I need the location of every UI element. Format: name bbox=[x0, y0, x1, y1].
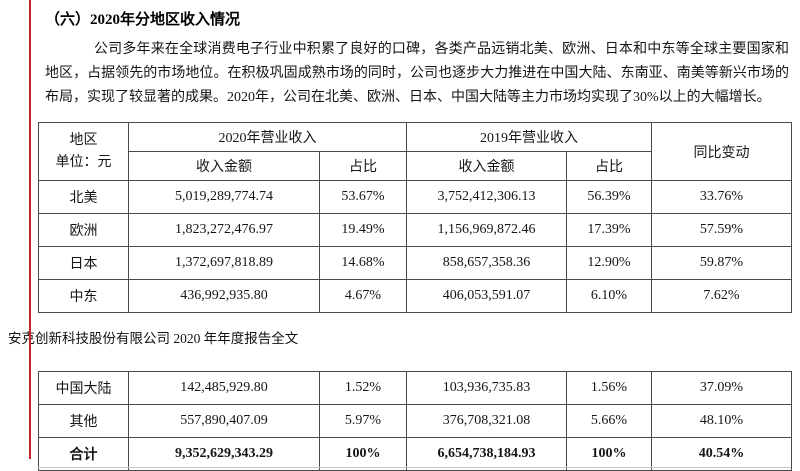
cell-amount-header-2020: 收入金额 bbox=[128, 151, 320, 181]
table-row: 其他 557,890,407.09 5.97% 376,708,321.08 5… bbox=[38, 404, 792, 438]
cell-yoy: 37.09% bbox=[651, 371, 792, 405]
cell-amount-2019: 103,936,735.83 bbox=[406, 371, 567, 405]
cell-yoy: 40.54% bbox=[651, 437, 792, 471]
cell-amount-2019: 376,708,321.08 bbox=[406, 404, 567, 438]
cell-amount-2019: 858,657,358.36 bbox=[406, 246, 567, 280]
cell-amount-2020: 436,992,935.80 bbox=[128, 279, 320, 313]
cell-ratio-2019: 12.90% bbox=[566, 246, 652, 280]
table-row: 北美 5,019,289,774.74 53.67% 3,752,412,306… bbox=[38, 180, 792, 214]
cell-year-2020-header: 2020年营业收入 bbox=[128, 122, 407, 152]
cell-region: 其他 bbox=[38, 404, 129, 438]
table-header-row-1: 地区 单位：元 2020年营业收入 2019年营业收入 同比变动 bbox=[38, 122, 792, 181]
page-break-gap bbox=[38, 347, 792, 371]
table-row: 中国大陆 142,485,929.80 1.52% 103,936,735.83… bbox=[38, 371, 792, 405]
left-margin-red-line bbox=[29, 0, 31, 459]
cell-ratio-2020: 4.67% bbox=[319, 279, 407, 313]
cell-region: 欧洲 bbox=[38, 213, 129, 247]
table-total-row: 合计 9,352,629,343.29 100% 6,654,738,184.9… bbox=[38, 437, 792, 471]
cell-ratio-2019: 6.10% bbox=[566, 279, 652, 313]
table-row: 中东 436,992,935.80 4.67% 406,053,591.07 6… bbox=[38, 279, 792, 313]
cell-ratio-2020: 100% bbox=[319, 437, 407, 471]
table-header-row-2: 收入金额 占比 收入金额 占比 bbox=[39, 151, 792, 181]
cell-amount-2019: 6,654,738,184.93 bbox=[406, 437, 567, 471]
cell-ratio-2020: 19.49% bbox=[319, 213, 407, 247]
table-row: 欧洲 1,823,272,476.97 19.49% 1,156,969,872… bbox=[38, 213, 792, 247]
intro-paragraph: 公司多年来在全球消费电子行业中积累了良好的口碑，各类产品远销北美、欧洲、日本和中… bbox=[45, 42, 789, 105]
cell-region: 北美 bbox=[38, 180, 129, 214]
cell-amount-2020: 1,823,272,476.97 bbox=[128, 213, 320, 247]
cell-ratio-2019: 17.39% bbox=[566, 213, 652, 247]
cell-year-2019-header: 2019年营业收入 bbox=[406, 122, 652, 152]
table-row: 日本 1,372,697,818.89 14.68% 858,657,358.3… bbox=[38, 246, 792, 280]
cell-amount-2019: 1,156,969,872.46 bbox=[406, 213, 567, 247]
cell-region: 日本 bbox=[38, 246, 129, 280]
cell-ratio-2020: 53.67% bbox=[319, 180, 407, 214]
cell-ratio-2019: 100% bbox=[566, 437, 652, 471]
cell-yoy: 48.10% bbox=[651, 404, 792, 438]
cell-yoy-header: 同比变动 bbox=[651, 122, 792, 181]
unit-label: 单位：元 bbox=[55, 154, 112, 170]
revenue-table-bottom: 中国大陆 142,485,929.80 1.52% 103,936,735.83… bbox=[38, 371, 792, 471]
cell-ratio-2019: 56.39% bbox=[566, 180, 652, 214]
cell-ratio-2020: 14.68% bbox=[319, 246, 407, 280]
cell-yoy: 59.87% bbox=[651, 246, 792, 280]
section-title: （六）2020年分地区收入情况 bbox=[45, 12, 241, 28]
cell-amount-2020: 1,372,697,818.89 bbox=[128, 246, 320, 280]
cell-amount-2020: 142,485,929.80 bbox=[128, 371, 320, 405]
cell-amount-2019: 3,752,412,306.13 bbox=[406, 180, 567, 214]
report-footer-text: 安克创新科技股份有限公司 2020 年年度报告全文 bbox=[8, 331, 299, 346]
cell-region-header: 地区 单位：元 bbox=[38, 122, 129, 181]
cell-region: 合计 bbox=[38, 437, 129, 471]
cell-amount-2019: 406,053,591.07 bbox=[406, 279, 567, 313]
cell-ratio-header-2020: 占比 bbox=[319, 151, 407, 181]
cell-amount-2020: 9,352,629,343.29 bbox=[128, 437, 320, 471]
cell-ratio-header-2019: 占比 bbox=[566, 151, 652, 181]
cell-region: 中东 bbox=[38, 279, 129, 313]
cell-region: 中国大陆 bbox=[38, 371, 129, 405]
cell-yoy: 7.62% bbox=[651, 279, 792, 313]
cell-ratio-2020: 5.97% bbox=[319, 404, 407, 438]
cell-ratio-2020: 1.52% bbox=[319, 371, 407, 405]
cell-ratio-2019: 1.56% bbox=[566, 371, 652, 405]
cell-yoy: 33.76% bbox=[651, 180, 792, 214]
cell-yoy: 57.59% bbox=[651, 213, 792, 247]
revenue-table-top: 地区 单位：元 2020年营业收入 2019年营业收入 同比变动 收入金额 占比… bbox=[38, 122, 792, 313]
region-header-label: 地区 bbox=[69, 132, 98, 148]
next-section-cutoff-line bbox=[38, 467, 791, 468]
cell-amount-2020: 557,890,407.09 bbox=[128, 404, 320, 438]
cell-amount-2020: 5,019,289,774.74 bbox=[128, 180, 320, 214]
cell-ratio-2019: 5.66% bbox=[566, 404, 652, 438]
cell-amount-header-2019: 收入金额 bbox=[406, 151, 567, 181]
